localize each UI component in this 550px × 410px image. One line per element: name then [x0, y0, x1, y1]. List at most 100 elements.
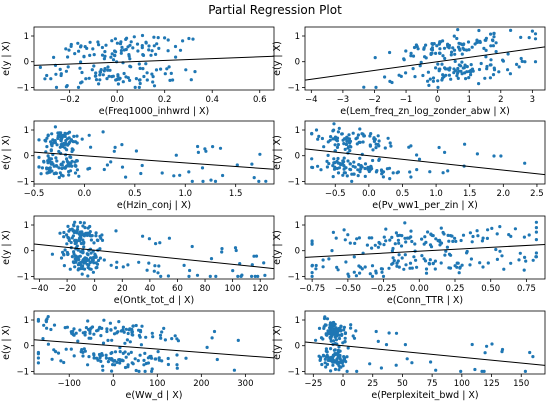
- scatter-point: [459, 369, 463, 373]
- scatter-point: [447, 239, 451, 243]
- scatter-point: [379, 366, 383, 370]
- scatter-point: [40, 166, 45, 170]
- scatter-point: [485, 236, 489, 240]
- scatter-point: [142, 358, 146, 362]
- scatter-point: [99, 359, 103, 363]
- scatter-point: [470, 45, 474, 49]
- y-tick-label: −1: [287, 177, 300, 187]
- scatter-point: [220, 250, 224, 254]
- scatter-point: [173, 44, 178, 49]
- scatter-point: [54, 350, 58, 354]
- scatter-point: [94, 231, 98, 235]
- scatter-point: [449, 77, 453, 81]
- scatter-point: [353, 165, 357, 169]
- scatter-point: [118, 42, 123, 46]
- scatter-point: [345, 355, 349, 359]
- scatter-point: [188, 268, 192, 273]
- scatter-point: [82, 245, 86, 249]
- scatter-point: [324, 323, 328, 327]
- scatter-point: [104, 43, 108, 47]
- scatter-point: [325, 165, 329, 169]
- scatter-point: [121, 265, 125, 269]
- scatter-point: [379, 267, 383, 271]
- scatter-point: [108, 321, 112, 325]
- scatter-point: [137, 62, 141, 66]
- scatter-point: [112, 332, 117, 336]
- scatter-point: [46, 342, 51, 346]
- scatter-point: [103, 54, 107, 58]
- scatter-point: [534, 251, 539, 255]
- scatter-point: [87, 133, 91, 137]
- x-tick-label: 0: [435, 95, 440, 105]
- scatter-point: [67, 130, 72, 134]
- scatter-point: [336, 268, 340, 272]
- scatter-point: [489, 63, 493, 67]
- scatter-point: [234, 248, 238, 253]
- scatter-point: [489, 44, 493, 48]
- scatter-point: [475, 229, 479, 233]
- scatter-point: [145, 71, 149, 75]
- scatter-point: [121, 328, 125, 332]
- scatter-point: [404, 240, 408, 244]
- scatter-point: [160, 171, 164, 175]
- scatter-point: [491, 73, 496, 77]
- scatter-point: [128, 78, 132, 82]
- scatter-point: [61, 133, 65, 138]
- scatter-point: [64, 165, 68, 169]
- scatter-point: [124, 175, 128, 179]
- scatter-point: [159, 274, 163, 278]
- scatter-point: [331, 363, 335, 367]
- scatter-point: [434, 66, 438, 70]
- scatter-point: [427, 83, 431, 87]
- scatter-point: [113, 37, 117, 41]
- scatter-point: [52, 323, 57, 327]
- scatter-point: [178, 173, 182, 177]
- scatter-point: [455, 36, 459, 41]
- scatter-point: [363, 162, 368, 166]
- scatter-point: [138, 78, 142, 82]
- scatter-point: [215, 357, 219, 362]
- scatter-point: [355, 237, 359, 241]
- scatter-point: [337, 336, 342, 341]
- scatter-point: [422, 242, 426, 246]
- x-tick-label: 25: [367, 379, 378, 389]
- scatter-point: [101, 341, 106, 345]
- x-tick-label: 20: [117, 284, 128, 294]
- scatter-point: [113, 350, 118, 354]
- scatter-point: [109, 160, 113, 164]
- scatter-point: [348, 241, 352, 245]
- scatter-point: [321, 337, 325, 341]
- scatter-point: [82, 221, 86, 225]
- scatter-point: [88, 53, 92, 58]
- scatter-point: [520, 59, 524, 64]
- scatter-point: [456, 66, 460, 71]
- scatter-point: [71, 234, 75, 238]
- scatter-point: [310, 157, 314, 161]
- x-tick-label: 0: [92, 284, 97, 294]
- regression-panel-8: −25 0 25 50 75 100 125 150 −1 0 1 e(Perplexiteit_bw…: [272, 310, 546, 401]
- scatter-point: [436, 239, 440, 243]
- scatter-point: [371, 158, 375, 163]
- scatter-point: [336, 143, 340, 147]
- scatter-point: [422, 257, 426, 261]
- scatter-point: [175, 366, 179, 370]
- y-axis-label: e(y | X): [1, 325, 12, 360]
- scatter-point: [477, 28, 481, 33]
- x-tick-label: 0.0: [362, 189, 376, 199]
- scatter-point: [352, 270, 356, 274]
- scatter-point: [140, 163, 144, 168]
- scatter-point: [347, 145, 351, 149]
- scatter-point: [168, 78, 172, 82]
- scatter-point: [123, 341, 127, 345]
- scatter-point: [163, 36, 167, 40]
- scatter-point: [452, 48, 457, 52]
- scatter-point: [210, 336, 214, 340]
- scatter-point: [170, 337, 174, 341]
- scatter-point: [384, 239, 388, 243]
- scatter-point: [325, 159, 329, 163]
- scatter-point: [310, 131, 314, 136]
- scatter-point: [447, 46, 451, 50]
- scatter-point: [123, 350, 127, 354]
- scatter-point: [442, 46, 447, 50]
- scatter-point: [111, 74, 115, 78]
